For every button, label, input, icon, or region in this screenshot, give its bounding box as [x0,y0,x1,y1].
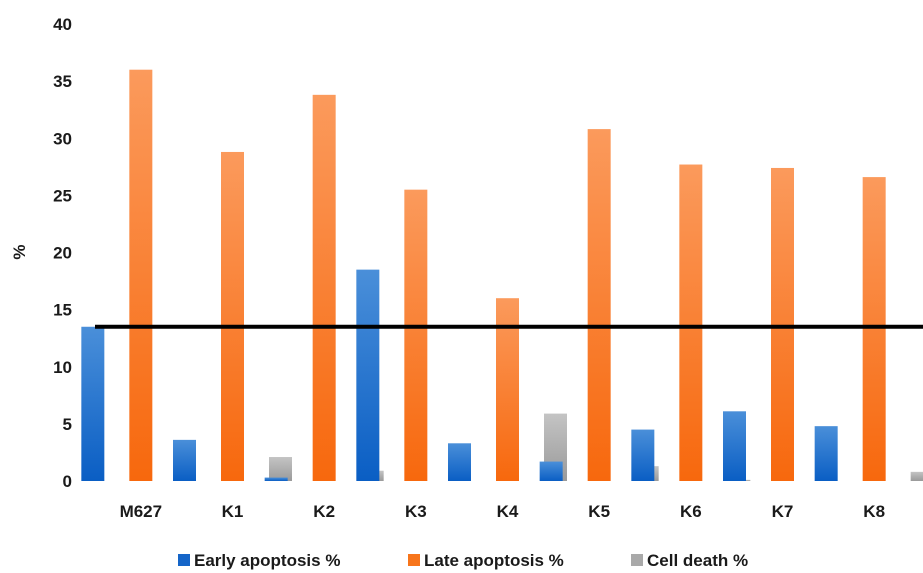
y-tick-label: 25 [53,186,72,205]
y-axis-title: % [10,244,29,259]
x-tick-label: M627 [120,502,163,521]
legend-swatch [631,554,643,566]
x-tick-label: K5 [588,502,610,521]
legend-label: Early apoptosis % [194,551,340,570]
bar-early-k4 [448,443,471,481]
bar-early-k8 [814,426,838,481]
bar-late-m627 [129,69,153,481]
bar-late-k5 [587,129,611,482]
x-tick-label: K2 [313,502,335,521]
y-tick-label: 10 [53,358,72,377]
bar-late-k8 [862,177,886,481]
x-tick-label: K3 [405,502,427,521]
y-tick-label: 15 [53,301,72,320]
bar-late-k4 [496,298,519,481]
y-axis-ticks: 0 5 10 15 20 25 30 35 40 [53,15,72,491]
y-tick-label: 20 [53,244,72,263]
bar-late-k7 [771,167,794,481]
bar-early-k5 [539,461,563,481]
x-tick-label: K6 [680,502,702,521]
y-tick-label: 5 [63,415,72,434]
y-tick-label: 35 [53,72,72,91]
x-tick-label: K1 [222,502,244,521]
bar-early-k1 [173,439,196,481]
legend-label: Cell death % [647,551,748,570]
x-tick-label: K7 [772,502,794,521]
bar-late-k3 [404,189,428,481]
bar-late-k6 [679,164,703,481]
bar-early-k7 [723,411,746,481]
legend-label: Late apoptosis % [424,551,564,570]
x-tick-label: K4 [497,502,519,521]
bar-early-k6 [631,429,655,481]
bar-late-k1 [221,151,244,481]
legend: Early apoptosis % Late apoptosis % Cell de… [178,551,748,570]
bar-early-k3 [356,269,380,481]
y-tick-label: 30 [53,129,72,148]
legend-swatch [408,554,420,566]
bar-cell-k1 [269,457,292,481]
bar-cell-k8 [910,471,923,481]
x-tick-label: K8 [863,502,885,521]
legend-swatch [178,554,190,566]
bar-early-m627 [81,326,105,481]
y-tick-label: 40 [53,15,72,34]
bar-late-k2 [312,94,336,482]
y-tick-label: 0 [63,472,72,491]
bar-early-k2 [264,477,288,481]
bars [81,69,923,482]
x-axis-ticks: M627 K1 K2 K3 K4 K5 K6 K7 K8 [120,502,885,521]
